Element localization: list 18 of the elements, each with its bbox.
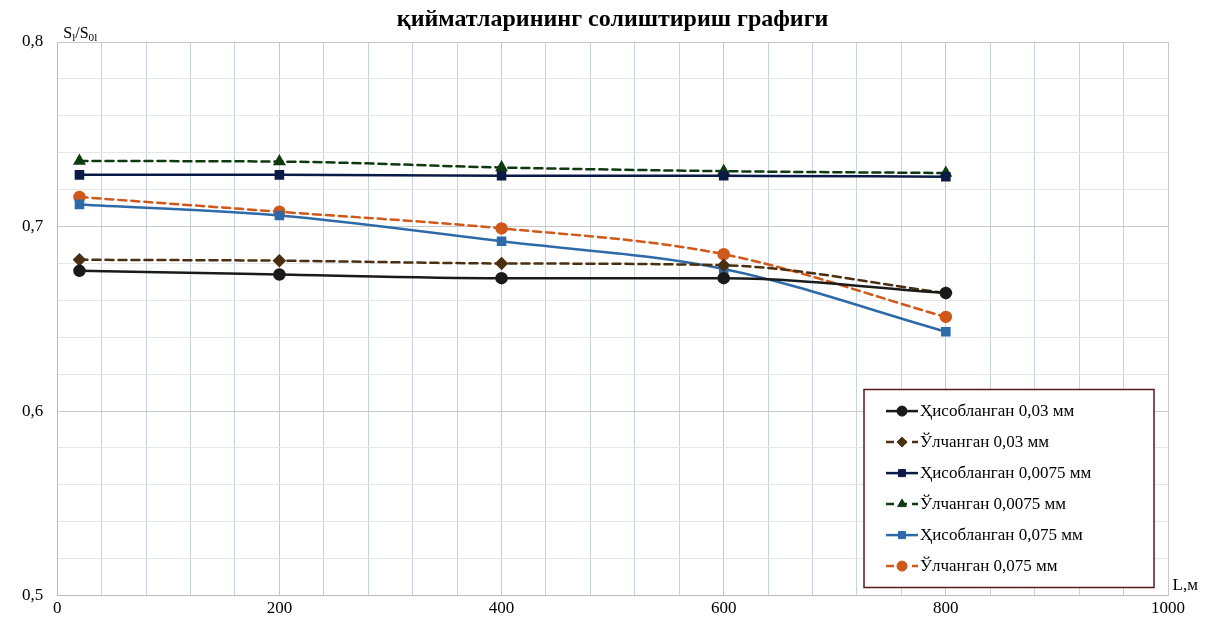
y-tick-label: 0,5 [22, 585, 44, 605]
x-tick-label: 400 [488, 598, 515, 618]
x-tick-label: 800 [933, 598, 959, 618]
x-tick-label: 600 [710, 598, 737, 618]
y-tick-label: 0,7 [22, 216, 44, 235]
legend-label: Ҳисобланган 0,075 мм [920, 524, 1083, 544]
legend-label: Ҳисобланган 0,03 мм [920, 400, 1075, 420]
legend-label: Ўлчанган 0,0075 мм [920, 493, 1067, 513]
legend-label: Ҳисобланган 0,0075 мм [920, 462, 1092, 482]
chart-title: қийматларининг солиштириш графиги [396, 5, 829, 31]
y-tick-label: 0,8 [22, 31, 44, 51]
x-tick-label: 0 [53, 598, 62, 618]
legend-label: Ўлчанган 0,03 мм [920, 431, 1050, 451]
x-tick-label: 200 [266, 598, 293, 618]
x-tick-label: 1000 [1151, 598, 1185, 618]
x-axis-title: L,м [1172, 574, 1199, 594]
y-tick-label: 0,6 [22, 400, 44, 420]
legend-label: Ўлчанган 0,075 мм [920, 555, 1058, 575]
